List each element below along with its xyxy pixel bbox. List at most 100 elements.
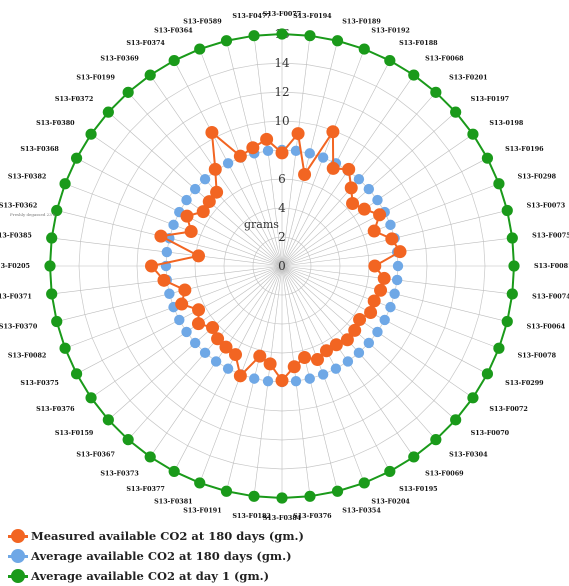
category-label-43: S13-F0368 [20, 145, 59, 153]
category-label-31: S13-F0373 [100, 469, 139, 477]
series-0-point-45 [202, 195, 216, 209]
series-0-point-1 [291, 127, 305, 141]
legend-item-average-day1: Average available CO2 at day 1 (gm.) [8, 566, 304, 586]
series-1-point-30 [222, 363, 234, 374]
series-0-point-36 [175, 297, 189, 311]
series-2-point-25 [304, 490, 316, 502]
series-0-point-24 [298, 351, 312, 365]
category-label-22: S13-F0195 [399, 485, 437, 493]
series-1-point-22 [330, 363, 342, 374]
series-2-point-27 [248, 490, 260, 502]
category-label-12: S13-F0075 [532, 232, 569, 240]
series-0-point-38 [157, 273, 171, 287]
series-2-point-12 [506, 232, 518, 244]
series-0-point-49 [233, 149, 247, 163]
series-1-point-10 [385, 219, 396, 231]
category-label-28: S13-F0191 [183, 507, 221, 515]
series-2-point-30 [168, 465, 180, 478]
series-1-point-45 [189, 183, 201, 195]
series-1-point-35 [174, 314, 185, 326]
category-label-21: S13-F0069 [425, 469, 464, 477]
category-label-39: S13-F0205 [0, 262, 30, 270]
legend: Measured available CO2 at 180 days (gm.)… [8, 526, 304, 586]
category-label-15: S13-F0064 [527, 322, 566, 330]
series-layer [44, 28, 520, 504]
category-label-49: S13-F0364 [154, 26, 193, 34]
series-1-point-15 [389, 288, 400, 299]
series-2-point-50 [220, 35, 233, 47]
category-label-6: S13-F0201 [449, 73, 487, 81]
series-0-point-21 [329, 338, 343, 352]
category-label-5: S13-F0068 [425, 55, 464, 63]
category-label-48: S13-F0374 [126, 39, 165, 47]
series-2-point-44 [85, 128, 97, 140]
legend-item-average-180: Average available CO2 at 180 days (gm.) [8, 546, 304, 566]
series-0-point-11 [385, 232, 399, 246]
series-2-point-26 [276, 492, 288, 504]
category-label-23: S13-F0204 [371, 498, 410, 506]
series-2-point-20 [430, 434, 442, 446]
series-0-point-35 [192, 303, 206, 317]
series-1-point-7 [363, 183, 375, 195]
series-1-point-1 [290, 145, 302, 157]
category-label-29: S13-F0381 [154, 498, 192, 506]
category-label-35: S13-F0375 [20, 379, 58, 387]
series-1-point-17 [379, 314, 390, 326]
series-0-point-40 [192, 249, 206, 263]
series-0-point-18 [353, 313, 367, 327]
category-label-17: S13-F0299 [505, 379, 544, 387]
series-2-point-37 [51, 315, 63, 328]
series-0-point-17 [364, 305, 378, 319]
series-0-point-25 [287, 360, 301, 374]
series-1-point-32 [199, 347, 211, 359]
legend-marker-average-180 [8, 549, 28, 563]
category-label-38: S13-F0371 [0, 292, 32, 300]
series-2-point-48 [168, 54, 180, 67]
series-2-point-29 [194, 477, 206, 489]
series-2-point-43 [70, 152, 83, 164]
series-2-point-18 [467, 392, 479, 404]
series-2-point-9 [481, 152, 494, 164]
series-2-point-35 [70, 368, 83, 380]
category-label-1: S13-F0194 [293, 12, 332, 20]
series-0-point-33 [206, 321, 220, 335]
series-2-point-6 [430, 86, 442, 98]
series-1-point-31 [210, 356, 222, 367]
series-2-point-51 [248, 30, 260, 42]
category-label-4: S13-F0188 [399, 39, 438, 47]
series-2-point-33 [102, 414, 114, 426]
series-0-point-3 [326, 125, 340, 139]
series-0-point-7 [346, 197, 360, 211]
tick-label-5: 10 [274, 114, 289, 128]
series-0-point-23 [310, 353, 324, 367]
series-0-point-10 [367, 224, 381, 238]
series-1-point-48 [222, 158, 234, 169]
series-1-point-37 [164, 288, 175, 299]
series-1-point-3 [317, 152, 329, 163]
series-2-point-1 [304, 30, 316, 42]
series-0-point-48 [205, 125, 219, 139]
series-2-point-15 [501, 315, 513, 328]
series-0-point-37 [178, 283, 192, 297]
series-1-point-2 [304, 148, 315, 159]
series-2-point-28 [220, 485, 233, 497]
series-2-point-41 [51, 204, 63, 217]
series-2-point-5 [408, 69, 420, 81]
series-1-point-6 [353, 173, 365, 185]
series-0-point-8 [357, 202, 371, 216]
series-0-point-29 [233, 369, 247, 383]
series-1-point-19 [363, 337, 375, 349]
series-2-point-8 [467, 128, 479, 140]
category-label-13: S13-F0081 [534, 262, 569, 270]
category-label-33: S13-F0159 [55, 429, 94, 437]
category-label-45: S13-F0372 [55, 95, 93, 103]
series-2-point-31 [144, 451, 156, 463]
series-0-point-43 [180, 209, 194, 223]
tick-label-7: 14 [274, 56, 290, 70]
series-0-point-4 [326, 161, 340, 175]
series-2-point-16 [493, 342, 505, 354]
series-2-point-4 [384, 54, 396, 67]
series-2 [44, 28, 520, 504]
series-0-point-27 [263, 357, 277, 371]
category-label-32: S13-F0367 [76, 451, 114, 459]
